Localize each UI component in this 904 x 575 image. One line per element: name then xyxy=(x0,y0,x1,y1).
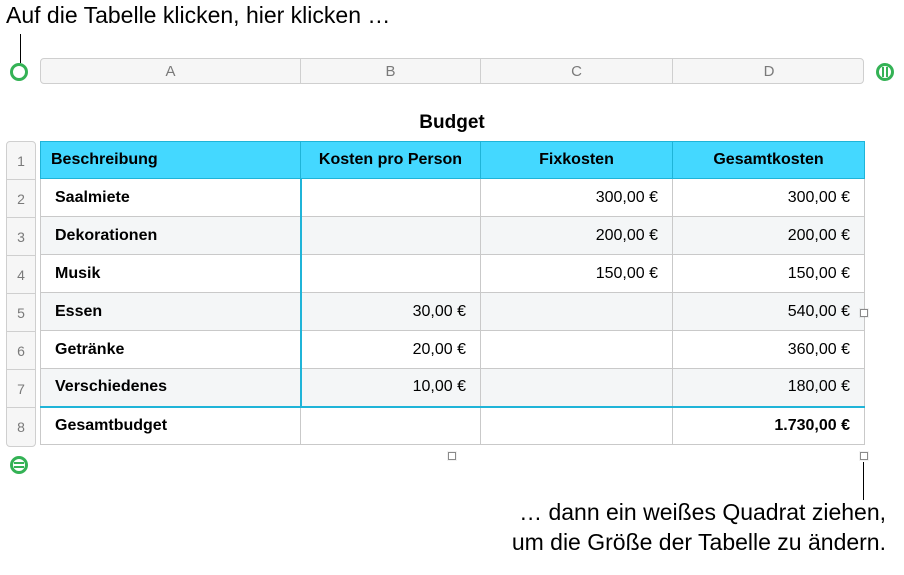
table-cell[interactable] xyxy=(301,217,481,255)
column-header-d[interactable]: D xyxy=(673,59,864,83)
resize-handle-corner[interactable] xyxy=(860,452,868,460)
row-header-1[interactable]: 1 xyxy=(7,142,35,180)
table-cell[interactable]: 540,00 € xyxy=(673,293,865,331)
table-select-handle-icon[interactable] xyxy=(10,63,28,81)
row-header-4[interactable]: 4 xyxy=(7,256,35,294)
resize-handle-bottom[interactable] xyxy=(448,452,456,460)
table-cell[interactable] xyxy=(481,369,673,407)
table-row[interactable]: Essen30,00 € 540,00 € xyxy=(41,293,865,331)
table-header-cell[interactable]: Gesamtkosten xyxy=(673,142,865,179)
table-cell[interactable]: Verschiedenes xyxy=(41,369,301,407)
table-total-cell[interactable] xyxy=(481,407,673,445)
table-cell[interactable]: Essen xyxy=(41,293,301,331)
table-cell[interactable] xyxy=(301,179,481,217)
table-cell[interactable]: Musik xyxy=(41,255,301,293)
table-row[interactable]: Dekorationen 200,00 €200,00 € xyxy=(41,217,865,255)
table-cell[interactable]: 30,00 € xyxy=(301,293,481,331)
column-header-c[interactable]: C xyxy=(481,59,673,83)
table-cell[interactable]: 150,00 € xyxy=(673,255,865,293)
table-row[interactable]: Verschiedenes10,00 € 180,00 € xyxy=(41,369,865,407)
spreadsheet-table[interactable]: BeschreibungKosten pro PersonFixkostenGe… xyxy=(40,141,864,445)
table-total-row[interactable]: Gesamtbudget 1.730,00 € xyxy=(41,407,865,445)
table-cell[interactable]: Saalmiete xyxy=(41,179,301,217)
row-header-7[interactable]: 7 xyxy=(7,370,35,408)
resize-handle-right[interactable] xyxy=(860,309,868,317)
table-cell[interactable]: 20,00 € xyxy=(301,331,481,369)
table-cell[interactable]: 200,00 € xyxy=(673,217,865,255)
table-total-cell[interactable]: 1.730,00 € xyxy=(673,407,865,445)
table-cell[interactable]: 10,00 € xyxy=(301,369,481,407)
row-header-3[interactable]: 3 xyxy=(7,218,35,256)
callout-leader-bottom xyxy=(863,462,864,500)
table-cell[interactable]: 360,00 € xyxy=(673,331,865,369)
callout-bottom: … dann ein weißes Quadrat ziehen, um die… xyxy=(512,498,886,558)
table-header-cell[interactable]: Beschreibung xyxy=(41,142,301,179)
row-header-2[interactable]: 2 xyxy=(7,180,35,218)
callout-leader-top xyxy=(20,34,21,63)
table-cell[interactable] xyxy=(301,255,481,293)
table-cell[interactable] xyxy=(481,293,673,331)
table-total-cell[interactable] xyxy=(301,407,481,445)
row-header-bar[interactable]: 12345678 xyxy=(6,141,36,447)
add-column-handle-icon[interactable] xyxy=(876,63,894,81)
table-cell[interactable]: 300,00 € xyxy=(673,179,865,217)
table-cell[interactable] xyxy=(481,331,673,369)
row-header-6[interactable]: 6 xyxy=(7,332,35,370)
table-cell[interactable]: 180,00 € xyxy=(673,369,865,407)
callout-bottom-line2: um die Größe der Tabelle zu ändern. xyxy=(512,529,886,555)
table-cell[interactable]: Getränke xyxy=(41,331,301,369)
table-row[interactable]: Musik 150,00 €150,00 € xyxy=(41,255,865,293)
table-row[interactable]: Getränke20,00 € 360,00 € xyxy=(41,331,865,369)
column-header-b[interactable]: B xyxy=(301,59,481,83)
add-row-handle-icon[interactable] xyxy=(10,456,28,474)
table-title[interactable]: Budget xyxy=(40,112,864,134)
table-row[interactable]: Saalmiete 300,00 €300,00 € xyxy=(41,179,865,217)
table-cell[interactable]: 150,00 € xyxy=(481,255,673,293)
table-total-cell[interactable]: Gesamtbudget xyxy=(41,407,301,445)
callout-top: Auf die Tabelle klicken, hier klicken … xyxy=(6,2,390,29)
table-cell[interactable]: Dekorationen xyxy=(41,217,301,255)
column-header-a[interactable]: A xyxy=(41,59,301,83)
table-header-cell[interactable]: Kosten pro Person xyxy=(301,142,481,179)
row-header-5[interactable]: 5 xyxy=(7,294,35,332)
column-header-bar[interactable]: ABCD xyxy=(40,58,864,84)
table-cell[interactable]: 300,00 € xyxy=(481,179,673,217)
callout-bottom-line1: … dann ein weißes Quadrat ziehen, xyxy=(519,499,886,525)
row-header-8[interactable]: 8 xyxy=(7,408,35,446)
table-header-cell[interactable]: Fixkosten xyxy=(481,142,673,179)
table-cell[interactable]: 200,00 € xyxy=(481,217,673,255)
